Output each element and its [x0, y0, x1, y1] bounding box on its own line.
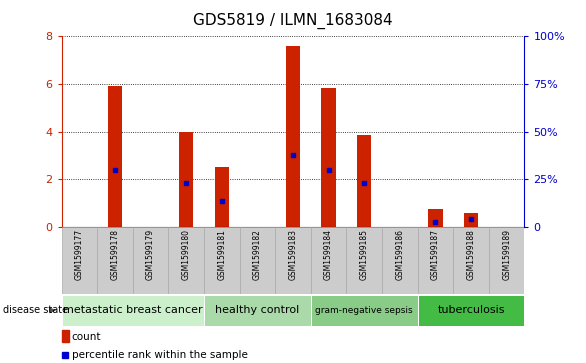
Bar [464, 213, 478, 227]
Text: GSM1599183: GSM1599183 [288, 229, 298, 280]
FancyBboxPatch shape [453, 227, 489, 294]
FancyBboxPatch shape [97, 227, 133, 294]
Text: count: count [71, 332, 101, 342]
Bar [357, 135, 372, 227]
FancyBboxPatch shape [489, 227, 524, 294]
Bar [179, 132, 193, 227]
Bar [214, 167, 229, 227]
FancyBboxPatch shape [346, 227, 382, 294]
Text: GSM1599189: GSM1599189 [502, 229, 511, 280]
Bar [322, 87, 336, 227]
Text: GSM1599184: GSM1599184 [324, 229, 333, 280]
FancyBboxPatch shape [418, 295, 524, 326]
Text: GSM1599186: GSM1599186 [396, 229, 404, 280]
FancyBboxPatch shape [240, 227, 275, 294]
Text: GSM1599181: GSM1599181 [217, 229, 226, 280]
Text: GDS5819 / ILMN_1683084: GDS5819 / ILMN_1683084 [193, 13, 393, 29]
FancyBboxPatch shape [418, 227, 453, 294]
Bar [108, 86, 122, 227]
Text: disease state: disease state [3, 305, 68, 315]
Text: GSM1599179: GSM1599179 [146, 229, 155, 280]
FancyBboxPatch shape [62, 295, 204, 326]
Text: GSM1599178: GSM1599178 [110, 229, 120, 280]
FancyBboxPatch shape [311, 227, 346, 294]
FancyBboxPatch shape [311, 295, 418, 326]
Bar [428, 209, 442, 227]
Text: GSM1599187: GSM1599187 [431, 229, 440, 280]
FancyBboxPatch shape [204, 295, 311, 326]
Text: gram-negative sepsis: gram-negative sepsis [315, 306, 413, 315]
FancyBboxPatch shape [382, 227, 418, 294]
Bar [62, 330, 69, 342]
Text: GSM1599182: GSM1599182 [253, 229, 262, 280]
FancyBboxPatch shape [168, 227, 204, 294]
FancyBboxPatch shape [275, 227, 311, 294]
FancyBboxPatch shape [204, 227, 240, 294]
Text: metastatic breast cancer: metastatic breast cancer [63, 305, 203, 315]
Text: tuberculosis: tuberculosis [437, 305, 505, 315]
Bar [286, 46, 300, 227]
Text: GSM1599188: GSM1599188 [466, 229, 476, 280]
Text: healthy control: healthy control [215, 305, 299, 315]
Text: GSM1599177: GSM1599177 [75, 229, 84, 280]
Text: GSM1599185: GSM1599185 [360, 229, 369, 280]
Text: percentile rank within the sample: percentile rank within the sample [71, 350, 248, 360]
Text: GSM1599180: GSM1599180 [182, 229, 190, 280]
FancyBboxPatch shape [133, 227, 168, 294]
FancyBboxPatch shape [62, 227, 97, 294]
